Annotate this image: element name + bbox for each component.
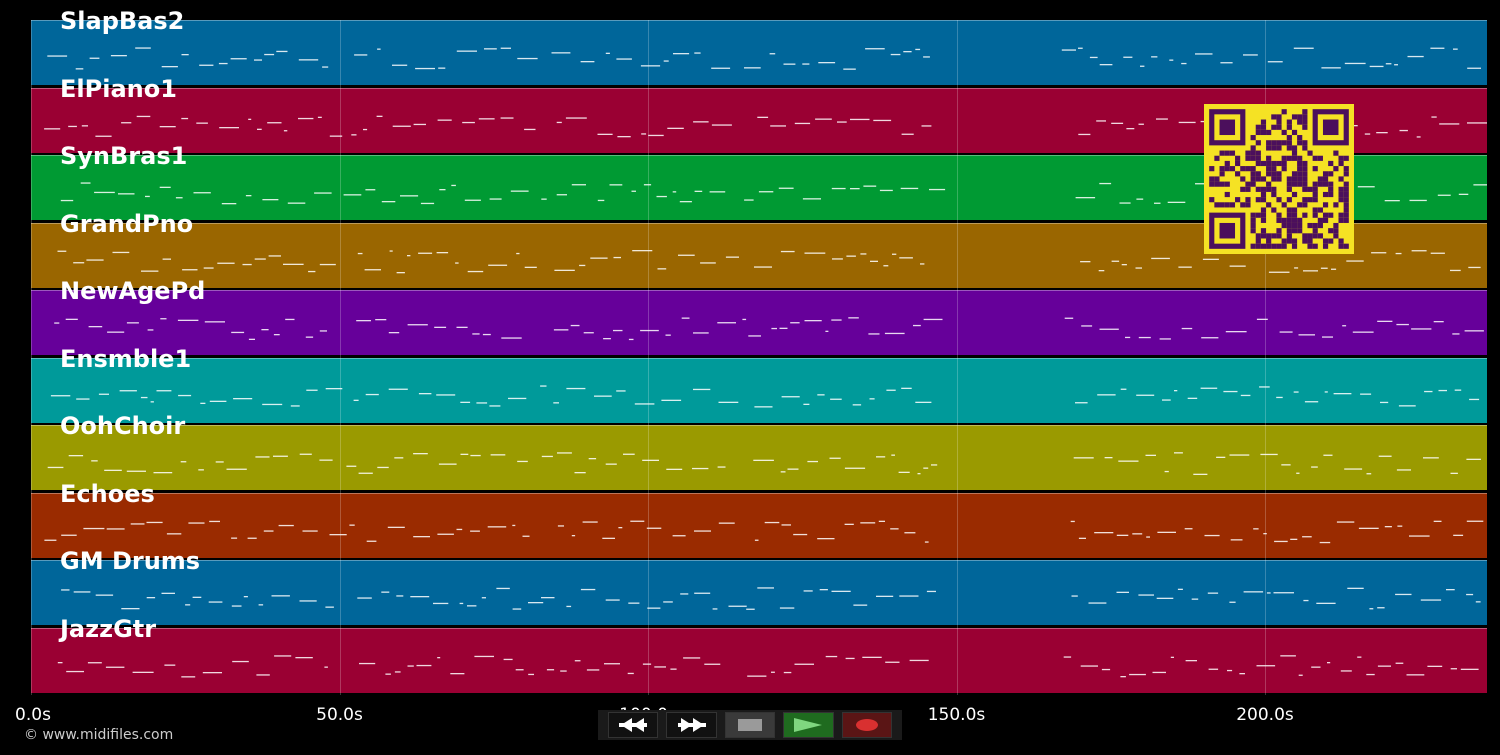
time-tick-label: 150.0s (927, 705, 986, 725)
track-name: GM Drums (60, 547, 201, 575)
track-name: ElPiano1 (60, 74, 177, 103)
note-pattern (57, 249, 1481, 273)
note-pattern (47, 452, 1481, 475)
track-name: JazzGtr (60, 614, 157, 643)
time-tick-label: 50.0s (316, 705, 363, 725)
track-name: OohChoir (60, 412, 186, 440)
transport-controls (598, 710, 902, 740)
stop-button[interactable] (724, 712, 776, 738)
track-lane[interactable]: GM Drums (31, 547, 1487, 625)
fast-forward-icon (677, 718, 706, 732)
track-name: NewAgePd (60, 277, 206, 305)
play-button[interactable] (783, 712, 834, 738)
fast-forward-button[interactable] (666, 712, 717, 738)
time-gridline (648, 20, 649, 695)
time-tick-label: 0.0s (15, 705, 51, 725)
time-tick-label: 200.0s (1236, 705, 1294, 725)
track-name: SynBras1 (60, 142, 188, 170)
track-name: Echoes (60, 479, 155, 508)
track-lane[interactable]: NewAgePd (31, 277, 1487, 355)
note-pattern (50, 384, 1480, 407)
stop-icon (738, 719, 763, 731)
record-icon (855, 719, 878, 731)
play-icon (794, 718, 823, 732)
track-lane[interactable]: OohChoir (31, 412, 1487, 490)
time-gridline (31, 20, 32, 695)
note-pattern (61, 587, 1481, 610)
time-gridline (956, 20, 958, 695)
track-name: Ensmble1 (60, 344, 192, 373)
note-pattern (44, 115, 1487, 138)
record-button[interactable] (841, 712, 893, 738)
rewind-button[interactable] (608, 712, 659, 738)
track-lane[interactable]: JazzGtr (31, 615, 1487, 693)
note-pattern (57, 654, 1479, 677)
track-name: GrandPno (60, 209, 194, 238)
track-lane[interactable]: SlapBas2 (31, 7, 1487, 85)
copyright-text: © www.midifiles.com (24, 727, 174, 743)
track-lane[interactable]: Echoes (31, 480, 1487, 558)
track-name: SlapBas2 (60, 7, 185, 35)
qr-code[interactable] (1204, 104, 1354, 254)
rewind-icon (619, 718, 648, 732)
note-pattern (47, 47, 1481, 70)
time-gridline (1265, 20, 1266, 695)
note-pattern (44, 520, 1484, 543)
note-pattern (54, 317, 1484, 341)
track-lane[interactable]: Ensmble1 (31, 345, 1487, 423)
time-gridline (339, 20, 341, 695)
